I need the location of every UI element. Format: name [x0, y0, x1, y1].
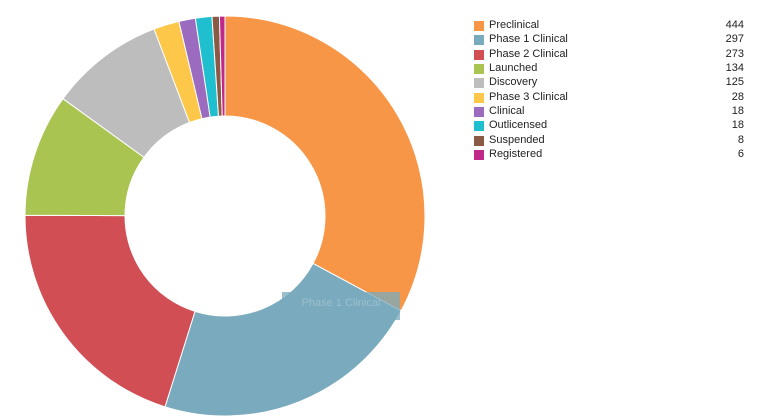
- legend-label: Clinical: [489, 104, 525, 117]
- legend-swatch: [474, 135, 484, 146]
- legend-item-clinical[interactable]: Clinical 18: [474, 104, 744, 118]
- legend-value: 8: [737, 133, 744, 146]
- legend-value: 444: [725, 19, 744, 31]
- legend-label: Discovery: [489, 76, 538, 89]
- legend-label: Phase 2 Clinical: [489, 47, 568, 60]
- legend-label: Registered: [489, 147, 543, 160]
- legend-swatch: [474, 35, 484, 46]
- legend-value: 28: [731, 90, 744, 103]
- legend-label: Launched: [489, 61, 538, 74]
- legend-item-preclinical[interactable]: Preclinical 444: [474, 18, 744, 32]
- legend-item-launched[interactable]: Launched 134: [474, 61, 744, 75]
- legend-item-phase-3-clinical[interactable]: Phase 3 Clinical 28: [474, 90, 744, 104]
- slice-registered[interactable]: [218, 15, 226, 117]
- legend-item-registered[interactable]: Registered 6: [474, 147, 744, 161]
- legend: Preclinical 444 Phase 1 Clinical 297 Phase 2…: [474, 18, 744, 161]
- legend-label: Preclinical: [489, 19, 540, 31]
- legend-value: 6: [737, 147, 744, 160]
- legend-swatch: [474, 49, 484, 60]
- legend-value: 125: [725, 76, 744, 89]
- legend-item-phase-2-clinical[interactable]: Phase 2 Clinical 273: [474, 47, 744, 61]
- legend-swatch: [474, 149, 484, 160]
- legend-item-discovery[interactable]: Discovery 125: [474, 75, 744, 89]
- legend-value: 297: [725, 33, 744, 46]
- legend-label: Outlicensed: [489, 119, 548, 132]
- slice-preclinical[interactable]: [224, 15, 426, 312]
- slice-phase-2-clinical[interactable]: [24, 214, 196, 408]
- legend-value: 18: [731, 104, 744, 117]
- legend-item-phase-1-clinical[interactable]: Phase 1 Clinical 297: [474, 32, 744, 46]
- legend-swatch: [474, 21, 484, 31]
- legend-label: Phase 1 Clinical: [489, 33, 568, 46]
- legend-swatch: [474, 121, 484, 132]
- legend-swatch: [474, 92, 484, 103]
- legend-value: 273: [725, 47, 744, 60]
- legend-label: Suspended: [489, 133, 545, 146]
- legend-label: Phase 3 Clinical: [489, 90, 568, 103]
- legend-item-suspended[interactable]: Suspended 8: [474, 133, 744, 147]
- legend-item-outlicensed[interactable]: Outlicensed 18: [474, 118, 744, 132]
- legend-swatch: [474, 63, 484, 74]
- legend-swatch: [474, 78, 484, 89]
- legend-swatch: [474, 106, 484, 117]
- legend-value: 134: [725, 61, 744, 74]
- legend-value: 18: [731, 119, 744, 132]
